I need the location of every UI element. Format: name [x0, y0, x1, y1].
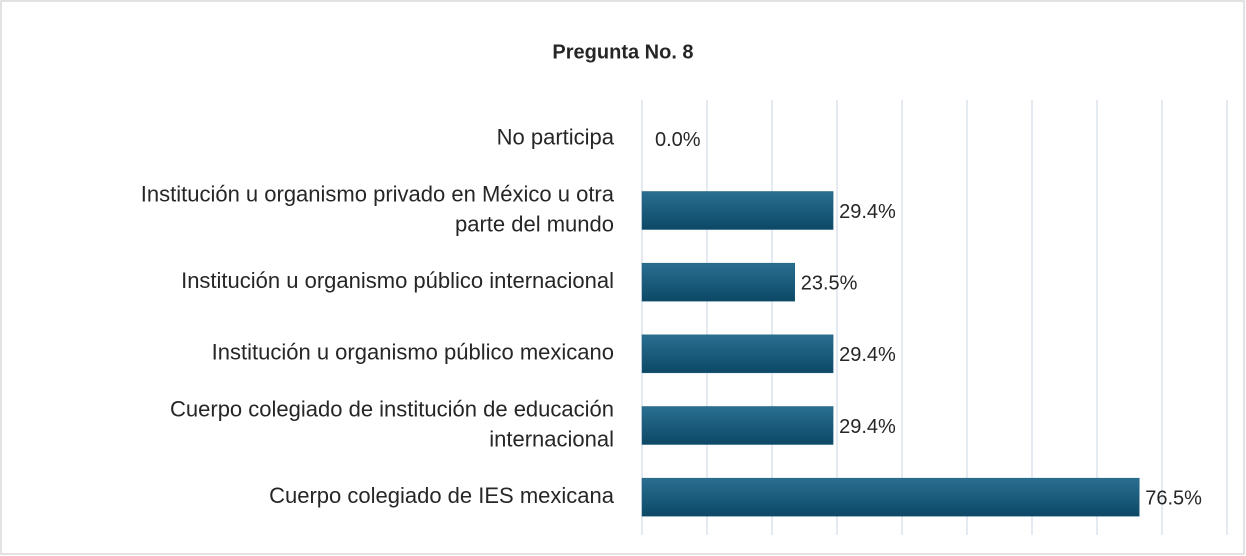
chart-title: Pregunta No. 8	[552, 41, 693, 63]
bar	[641, 191, 834, 230]
value-label: 76.5%	[1145, 487, 1202, 509]
bar	[641, 406, 834, 445]
y-tick-label: No participa	[497, 125, 615, 150]
value-label: 29.4%	[839, 201, 896, 223]
value-label: 29.4%	[839, 344, 896, 366]
value-label: 0.0%	[655, 129, 701, 151]
y-tick-label: Institución u organismo privado en Méxic…	[141, 181, 615, 236]
bar	[641, 477, 1140, 517]
bar	[641, 334, 834, 374]
y-tick-label: Cuerpo colegiado de IES mexicana	[269, 483, 615, 508]
y-tick-label: Institución u organismo público internac…	[181, 268, 614, 293]
value-label: 29.4%	[839, 416, 896, 438]
bar	[641, 262, 795, 302]
y-tick-label: Cuerpo colegiado de institución de educa…	[170, 396, 614, 451]
y-tick-label: Institución u organismo público mexicano	[212, 340, 614, 365]
value-label: 23.5%	[801, 272, 858, 294]
